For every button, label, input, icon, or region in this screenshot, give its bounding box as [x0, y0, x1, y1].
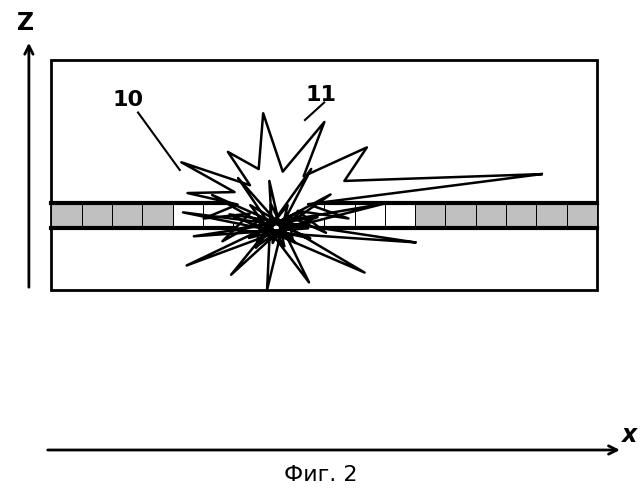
Text: Z: Z [17, 10, 34, 34]
Bar [173, 202, 203, 228]
Bar [143, 202, 173, 228]
Bar [354, 202, 385, 228]
Bar [264, 202, 294, 228]
Text: 10: 10 [113, 90, 144, 110]
Bar [233, 202, 264, 228]
Bar [82, 202, 112, 228]
Bar [537, 202, 567, 228]
Bar [567, 202, 597, 228]
Text: 11: 11 [306, 85, 336, 105]
Text: Фиг. 2: Фиг. 2 [284, 465, 358, 485]
Polygon shape [183, 169, 415, 290]
Bar [203, 202, 233, 228]
Bar [385, 202, 415, 228]
Bar [476, 202, 506, 228]
Bar [446, 202, 476, 228]
Bar [415, 202, 446, 228]
Bar [506, 202, 537, 228]
Bar [324, 202, 354, 228]
Bar [112, 202, 143, 228]
Bar [51, 60, 597, 290]
Text: x: x [621, 423, 637, 447]
Bar [294, 202, 324, 228]
Bar [51, 202, 82, 228]
Polygon shape [182, 114, 542, 248]
